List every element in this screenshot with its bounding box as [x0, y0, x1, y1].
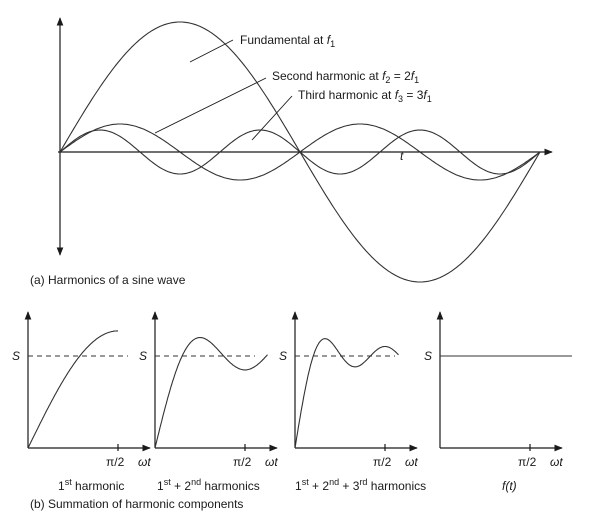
curve-label: Fundamental at f1 — [240, 33, 335, 49]
leader-line — [251, 95, 293, 141]
label-sub: 1 — [427, 94, 432, 104]
caption-text: + 2 — [171, 479, 192, 493]
caption-text: f(t) — [502, 479, 517, 493]
tick-label: π/2 — [373, 455, 392, 469]
caption-text: 1 — [58, 479, 65, 493]
axis-label-part: t — [147, 455, 151, 469]
caption-sup: st — [302, 477, 310, 487]
label-var: f — [395, 88, 400, 102]
caption-text: harmonics — [201, 479, 260, 493]
summation-panel: Sπ/2 ωt 1st harmonic — [12, 311, 151, 493]
caption: (a) Harmonics of a sine wave — [30, 273, 186, 287]
curve-label: Second harmonic at f2 = 2f1 — [272, 69, 419, 85]
label-var: f — [423, 88, 428, 102]
leader-line — [154, 77, 267, 134]
caption-text: 1 — [295, 479, 302, 493]
axis-label-part: t — [274, 455, 278, 469]
tick-label: π/2 — [518, 455, 537, 469]
label-var: f — [382, 69, 387, 83]
axis-label-part: ω — [265, 455, 274, 469]
caption-sup: nd — [329, 477, 339, 487]
caption-sup: nd — [191, 477, 201, 487]
label-text: Fundamental at — [240, 33, 327, 47]
caption-text: + 3 — [339, 479, 360, 493]
curve-label: Third harmonic at f3 = 3f1 — [298, 88, 432, 104]
label-text: Third harmonic at — [298, 88, 395, 102]
caption-text: + 2 — [309, 479, 330, 493]
level-label: S — [12, 349, 20, 363]
axis-label: t — [400, 149, 404, 163]
caption-text: harmonics — [367, 479, 426, 493]
caption-text: harmonic — [72, 479, 125, 493]
level-label: S — [139, 349, 147, 363]
tick-label: π/2 — [106, 455, 125, 469]
label-var: f — [411, 69, 416, 83]
axis-label-part: ω — [138, 455, 147, 469]
panel-caption: 1st harmonic — [58, 477, 124, 493]
label-sub: 3 — [398, 94, 403, 104]
axis-label-part: t — [559, 455, 563, 469]
axis-label: ωt — [550, 455, 563, 469]
harmonics-panel: t Fundamental at f1 Second harmonic at f… — [30, 17, 553, 287]
label-text: = 3 — [403, 88, 424, 102]
axis-label-part: ω — [405, 455, 414, 469]
panel-caption: f(t) — [502, 479, 517, 493]
harmonic-curve — [59, 129, 541, 175]
label-sub: 1 — [330, 39, 335, 49]
sum-curve — [27, 330, 118, 449]
panel-caption: 1st + 2nd + 3rd harmonics — [295, 477, 426, 493]
tick-label: π/2 — [233, 455, 252, 469]
axis-label: ωt — [265, 455, 278, 469]
axis-label-part: ω — [550, 455, 559, 469]
panel-caption: 1st + 2nd harmonics — [157, 477, 260, 493]
summation-panel: Sπ/2 ωt 1st + 2nd + 3rd harmonics — [279, 311, 426, 493]
caption-sup: st — [65, 477, 73, 487]
caption-sup: rd — [359, 477, 367, 487]
axis-label: ωt — [138, 455, 151, 469]
caption-text: 1 — [157, 479, 164, 493]
label-sub: 2 — [385, 75, 390, 85]
label-var: f — [327, 33, 332, 47]
axis-label-part: t — [414, 455, 418, 469]
sum-curve — [154, 337, 268, 449]
label-sub: 1 — [414, 75, 419, 85]
sum-curve — [294, 338, 399, 449]
label-text: = 2 — [390, 69, 411, 83]
level-label: S — [279, 349, 287, 363]
axis-label: ωt — [405, 455, 418, 469]
label-text: Second harmonic at — [272, 69, 382, 83]
leader-line — [189, 39, 234, 63]
level-label: S — [424, 349, 432, 363]
summation-panel: Sπ/2 ωt f(t) — [424, 311, 572, 493]
caption-sup: st — [164, 477, 172, 487]
caption: (b) Summation of harmonic components — [30, 497, 243, 511]
